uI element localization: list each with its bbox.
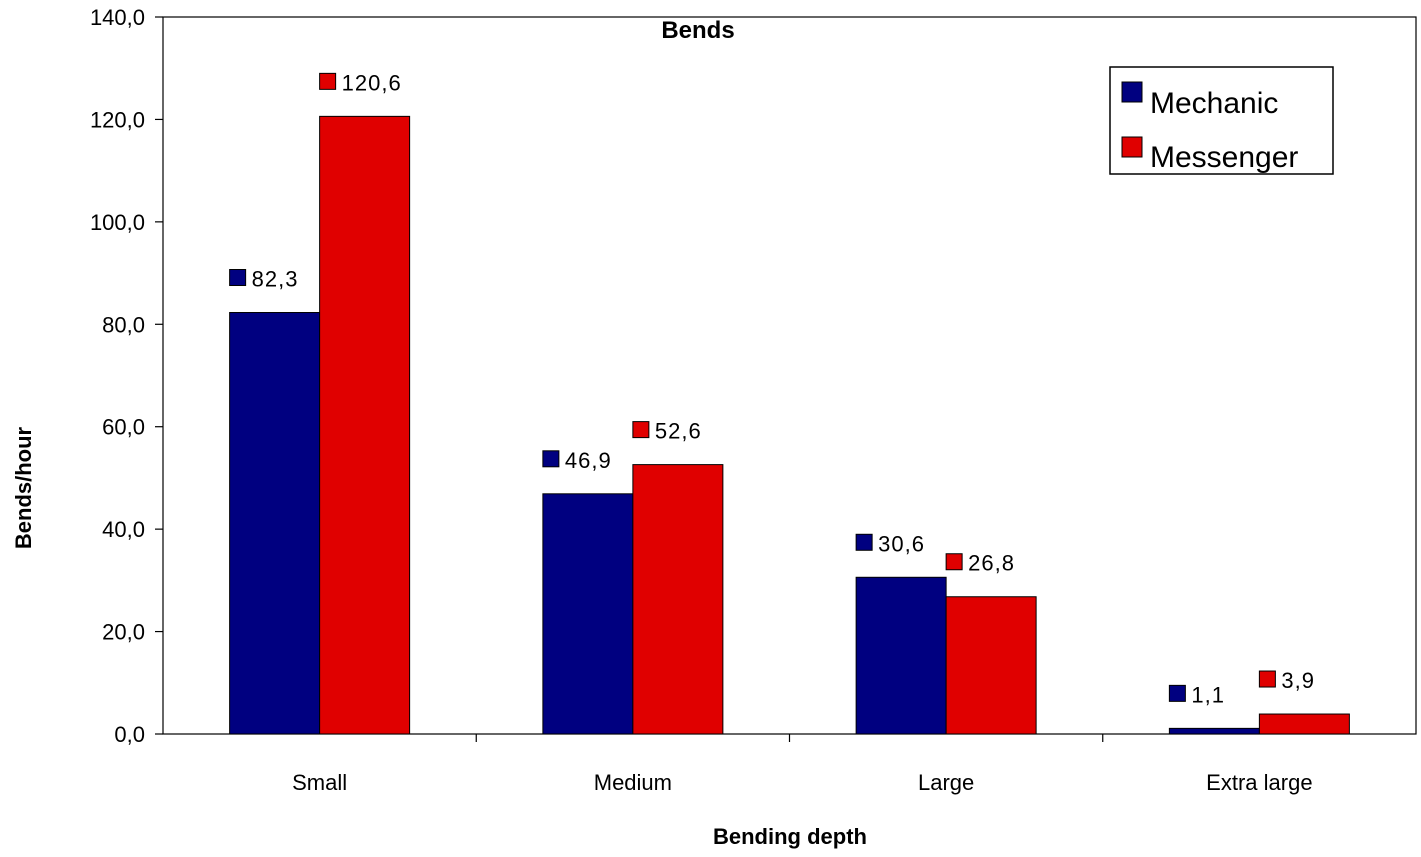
legend-label-messenger: Messenger: [1150, 141, 1298, 174]
bar-messenger: [1258, 713, 1350, 735]
y-tick-label: 140,0: [90, 5, 145, 30]
x-axis-categories: Small Medium Large Extra large: [292, 770, 1312, 795]
y-tick-label: 100,0: [90, 210, 145, 235]
data-label-mechanic: 82,3: [252, 267, 299, 292]
x-category-label: Medium: [594, 770, 672, 795]
data-label-marker-mechanic: [542, 450, 560, 468]
data-label-mechanic: 1,1: [1191, 682, 1225, 707]
bars: [229, 115, 1350, 735]
data-label-marker-messenger: [319, 72, 337, 90]
bar-messenger: [945, 596, 1037, 735]
bar-mechanic: [1168, 727, 1260, 735]
x-category-label: Small: [292, 770, 347, 795]
y-tick-label: 120,0: [90, 107, 145, 132]
data-label-marker-mechanic: [1168, 684, 1186, 702]
y-tick-label: 80,0: [102, 312, 145, 337]
bar-mechanic: [542, 493, 634, 735]
data-label-marker-messenger: [1258, 670, 1276, 688]
x-category-label: Extra large: [1206, 770, 1312, 795]
y-tick-label: 60,0: [102, 415, 145, 440]
legend-swatch-mechanic: [1121, 81, 1143, 103]
data-label-mechanic: 30,6: [878, 531, 925, 556]
bar-messenger: [319, 115, 411, 735]
data-label-mechanic: 46,9: [565, 448, 612, 473]
data-label-marker-messenger: [632, 421, 650, 439]
data-label-marker-messenger: [945, 553, 963, 571]
data-label-messenger: 26,8: [968, 551, 1015, 576]
data-label-messenger: 52,6: [655, 419, 702, 444]
data-label-messenger: 120,6: [342, 70, 402, 95]
data-label-marker-mechanic: [229, 269, 247, 287]
legend-box: [1109, 66, 1334, 175]
y-axis-ticks: 0,0 20,0 40,0 60,0 80,0 100,0 120,0 140,0: [90, 5, 1104, 747]
data-label-messenger: 3,9: [1281, 668, 1315, 693]
y-tick-label: 40,0: [102, 517, 145, 542]
data-label-marker-mechanic: [855, 533, 873, 551]
x-axis-title: Bending depth: [713, 824, 867, 849]
bar-messenger: [632, 464, 724, 735]
chart-title: Bends: [661, 17, 734, 44]
y-tick-label: 20,0: [102, 620, 145, 645]
legend-swatch-messenger: [1121, 136, 1143, 158]
legend: Mechanic Messenger: [1109, 66, 1334, 175]
bar-mechanic: [229, 312, 321, 735]
y-axis-title: Bends/hour: [11, 426, 36, 549]
data-labels: 82,3 120,6 46,9 52,6 30,6 26,8 1,1 3,9: [229, 70, 1315, 707]
y-tick-label: 0,0: [114, 722, 145, 747]
legend-label-mechanic: Mechanic: [1150, 87, 1278, 120]
bar-mechanic: [855, 576, 947, 735]
x-category-label: Large: [918, 770, 974, 795]
